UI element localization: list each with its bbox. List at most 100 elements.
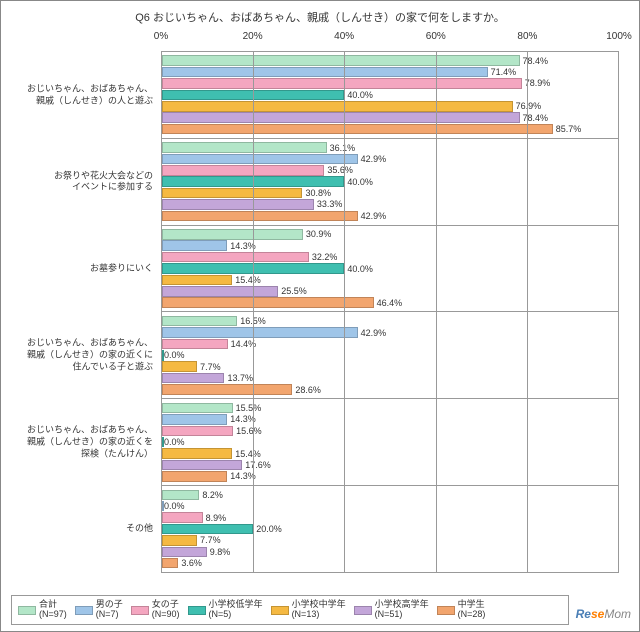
legend-label: 男の子 (N=7) [96, 600, 123, 620]
bar-row: 42.9% [162, 154, 618, 165]
bar-row: 78.9% [162, 78, 618, 89]
bar [162, 199, 314, 210]
bar-row: 20.0% [162, 524, 618, 535]
bar-row: 28.6% [162, 384, 618, 395]
legend-swatch [437, 606, 455, 615]
bar-row: 25.5% [162, 286, 618, 297]
bar-row: 7.7% [162, 361, 618, 372]
legend-item: 男の子 (N=7) [75, 600, 123, 620]
bar [162, 448, 232, 459]
bar-row: 8.9% [162, 512, 618, 523]
bar-row: 32.2% [162, 252, 618, 263]
bar [162, 240, 227, 251]
bar-value-label: 3.6% [181, 558, 202, 568]
bar-value-label: 76.9% [516, 101, 542, 111]
bar-value-label: 15.6% [236, 426, 262, 436]
bar-row: 15.4% [162, 275, 618, 286]
bar-row: 42.9% [162, 211, 618, 222]
bar-value-label: 28.6% [295, 385, 321, 395]
bar [162, 426, 233, 437]
plot-area: おじいちゃん、おばあちゃん、 親戚（しんせき）の人と遊ぶ78.4%71.4%78… [161, 51, 619, 573]
bar-row: 14.3% [162, 471, 618, 482]
category-label: おじいちゃん、おばあちゃん、 親戚（しんせき）の人と遊ぶ [12, 83, 157, 106]
gridline [436, 52, 437, 572]
bar-row: 46.4% [162, 297, 618, 308]
legend: 合計 (N=97) 男の子 (N=7) 女の子 (N=90) 小学校低学年 (N=5)… [11, 595, 569, 625]
bar [162, 154, 358, 165]
bar-row: 71.4% [162, 67, 618, 78]
bar-row: 78.4% [162, 112, 618, 123]
bar-row: 15.5% [162, 403, 618, 414]
category-group: お墓参りにいく30.9%14.3%32.2%40.0%15.4%25.5%46.… [162, 226, 618, 313]
legend-label: 小学校低学年 (N=5) [209, 600, 263, 620]
category-group: その他8.2%0.0%8.9%20.0%7.7%9.8%3.6% [162, 486, 618, 572]
legend-item: 合計 (N=97) [18, 600, 67, 620]
bar-row: 15.4% [162, 448, 618, 459]
category-label: おじいちゃん、おばあちゃん、 親戚（しんせき）の家の近くに 住んでいる子と遊ぶ [12, 338, 157, 373]
category-group: おじいちゃん、おばあちゃん、 親戚（しんせき）の人と遊ぶ78.4%71.4%78… [162, 52, 618, 139]
gridline [344, 52, 345, 572]
bar [162, 327, 358, 338]
watermark: ReseMom [576, 607, 631, 621]
chart-title: Q6 おじいちゃん、おばあちゃん、親戚（しんせき）の家で何をしますか。 [1, 1, 639, 29]
legend-label: 女の子 (N=90) [152, 600, 180, 620]
bar-value-label: 15.4% [235, 275, 261, 285]
category-group: おじいちゃん、おばあちゃん、 親戚（しんせき）の家の近くを 探検（たんけん）15… [162, 399, 618, 486]
bar-value-label: 36.1% [330, 143, 356, 153]
bar [162, 512, 203, 523]
category-label: お墓参りにいく [12, 263, 157, 275]
bar-value-label: 71.4% [491, 67, 517, 77]
bar-value-label: 78.9% [525, 78, 551, 88]
bar-value-label: 14.3% [230, 241, 256, 251]
bar [162, 142, 327, 153]
bar-value-label: 40.0% [347, 264, 373, 274]
bar-value-label: 17.6% [245, 460, 271, 470]
category-label: お祭りや花火大会などの イベントに参加する [12, 170, 157, 193]
bar [162, 55, 520, 66]
bar-value-label: 7.7% [200, 362, 221, 372]
legend-label: 小学校高学年 (N=51) [375, 600, 429, 620]
bar-row: 76.9% [162, 101, 618, 112]
bar-value-label: 35.6% [327, 165, 353, 175]
category-group: おじいちゃん、おばあちゃん、 親戚（しんせき）の家の近くに 住んでいる子と遊ぶ1… [162, 312, 618, 399]
bar-value-label: 40.0% [347, 177, 373, 187]
bar-row: 40.0% [162, 90, 618, 101]
bar-row: 14.3% [162, 240, 618, 251]
bar [162, 112, 520, 123]
bar-value-label: 15.4% [235, 449, 261, 459]
legend-swatch [188, 606, 206, 615]
bar-stack: 8.2%0.0%8.9%20.0% 7.7% 9.8% 3.6% [162, 489, 618, 569]
bar [162, 188, 302, 199]
gridline [527, 52, 528, 572]
chart-frame: Q6 おじいちゃん、おばあちゃん、親戚（しんせき）の家で何をしますか。 0%20… [0, 0, 640, 632]
bar-value-label: 9.8% [210, 547, 231, 557]
bar [162, 78, 522, 89]
bar [162, 524, 253, 535]
bar [162, 403, 233, 414]
bar [162, 535, 197, 546]
bar-value-label: 30.9% [306, 229, 332, 239]
bar-value-label: 7.7% [200, 535, 221, 545]
bar-row: 8.2% [162, 490, 618, 501]
bar [162, 414, 227, 425]
bar-value-label: 40.0% [347, 90, 373, 100]
bar-value-label: 0.0% [164, 437, 185, 447]
bar [162, 361, 197, 372]
bar [162, 101, 513, 112]
bar-row: 33.3% [162, 199, 618, 210]
bar-row: 0.0% [162, 501, 618, 512]
x-tick-label: 20% [243, 31, 263, 42]
bar [162, 165, 324, 176]
category-label: その他 [12, 523, 157, 535]
bar-row: 36.1% [162, 142, 618, 153]
legend-swatch [75, 606, 93, 615]
watermark-se: se [591, 607, 604, 621]
bar-value-label: 42.9% [361, 328, 387, 338]
bar-value-label: 20.0% [256, 524, 282, 534]
legend-item: 中学生 (N=28) [437, 600, 486, 620]
bar-row: 35.6% [162, 165, 618, 176]
legend-item: 女の子 (N=90) [131, 600, 180, 620]
x-tick-label: 80% [517, 31, 537, 42]
bar-row: 3.6% [162, 558, 618, 569]
bar-value-label: 32.2% [312, 252, 338, 262]
